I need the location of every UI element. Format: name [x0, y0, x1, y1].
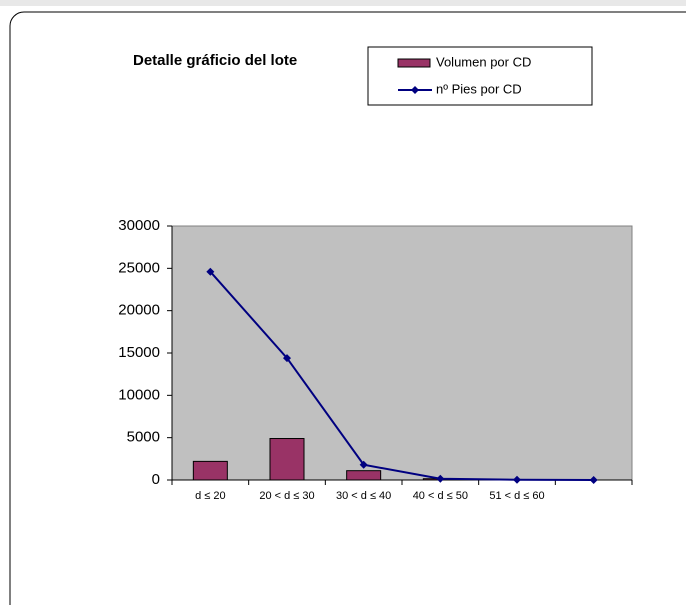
x-tick-label: 20 < d ≤ 30: [259, 490, 314, 502]
y-tick-label: 10000: [118, 386, 160, 403]
legend-marker: [411, 86, 419, 94]
legend-swatch: [397, 58, 431, 68]
y-tick-label: 30000: [118, 217, 160, 234]
marker: [589, 476, 598, 484]
x-tick-label: d ≤ 20: [195, 490, 226, 502]
legend-box: [367, 46, 593, 106]
plot-area: [171, 225, 633, 481]
y-tick-label: 15000: [118, 344, 160, 361]
y-tick-label: 5000: [127, 429, 160, 446]
chart-title: Detalle gráficio del lote: [133, 52, 297, 69]
x-tick-label: 51 < d ≤ 60: [489, 490, 544, 502]
y-tick-label: 20000: [118, 302, 160, 319]
bar: [192, 460, 228, 481]
plot: 0 5000 10000 15000 20000 25000 30000 d ≤ 20 20 <…: [118, 217, 633, 502]
bar: [269, 438, 305, 481]
marker: [283, 354, 291, 363]
marker: [513, 475, 521, 484]
legend: Volumen por CD nº Pies por CD: [367, 46, 593, 106]
header-strip: [0, 0, 686, 6]
y-tick-label: 0: [152, 471, 160, 488]
x-tick-label: 40 < d ≤ 50: [413, 490, 468, 502]
y-tick-label: 25000: [118, 259, 160, 276]
marker: [206, 267, 215, 276]
x-tick-label: 30 < d ≤ 40: [336, 490, 391, 502]
marker: [359, 460, 368, 469]
bar: [346, 470, 382, 481]
line: [209, 271, 594, 481]
legend-label: nº Pies por CD: [436, 81, 522, 96]
legend-label: Volumen por CD: [436, 54, 531, 69]
marker: [436, 474, 445, 483]
